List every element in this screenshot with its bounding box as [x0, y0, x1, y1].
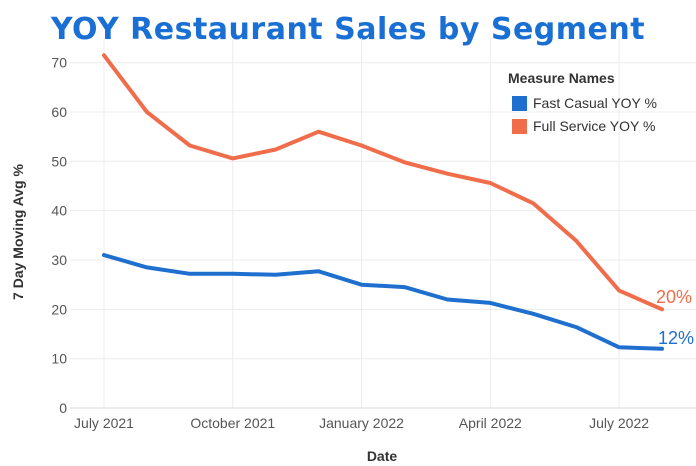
y-tick-label-30: 30: [51, 252, 67, 268]
y-tick-label-20: 20: [51, 301, 67, 317]
y-tick-label-70: 70: [51, 55, 67, 71]
series-line-0[interactable]: [102, 253, 664, 351]
data-point-0-7[interactable]: [402, 285, 406, 289]
y-tick-label-0: 0: [59, 400, 67, 416]
series-line-1[interactable]: [102, 53, 664, 312]
x-tick-label-3: April 2022: [459, 415, 522, 431]
y-tick-label-40: 40: [51, 203, 67, 219]
data-point-1-2[interactable]: [188, 144, 192, 148]
x-tick-label-2: January 2022: [319, 415, 404, 431]
legend-swatch-full-service[interactable]: [512, 119, 527, 134]
x-tick-label-1: October 2021: [190, 415, 275, 431]
data-point-1-1[interactable]: [145, 110, 149, 114]
data-point-0-10[interactable]: [531, 312, 535, 316]
data-point-0-3[interactable]: [231, 272, 235, 276]
y-axis-ticks: 0 10 20 30 40 50 60 70: [51, 55, 67, 416]
y-axis-label: 7 Day Moving Avg %: [10, 164, 26, 300]
data-point-0-1[interactable]: [145, 265, 149, 269]
data-point-0-5[interactable]: [317, 269, 321, 273]
legend-label-full-service[interactable]: Full Service YOY %: [533, 118, 655, 134]
data-point-1-5[interactable]: [317, 130, 321, 134]
data-point-0-11[interactable]: [574, 325, 578, 329]
data-point-0-4[interactable]: [274, 273, 278, 277]
legend-label-fast-casual[interactable]: Fast Casual YOY %: [533, 95, 657, 111]
data-point-1-3[interactable]: [231, 156, 235, 160]
x-tick-label-0: July 2021: [74, 415, 134, 431]
data-point-1-11[interactable]: [574, 239, 578, 243]
end-label-full-service: 20%: [656, 287, 692, 307]
legend-title: Measure Names: [508, 70, 615, 86]
legend[interactable]: Measure Names Fast Casual YOY % Full Ser…: [508, 70, 657, 134]
x-axis-ticks: July 2021 October 2021 January 2022 April 2…: [74, 415, 649, 431]
series-lines: [102, 53, 664, 351]
data-point-1-9[interactable]: [488, 181, 492, 185]
data-point-1-7[interactable]: [402, 160, 406, 164]
data-point-0-9[interactable]: [488, 301, 492, 305]
data-point-1-0[interactable]: [102, 53, 106, 57]
data-point-0-6[interactable]: [360, 283, 364, 287]
data-point-1-12[interactable]: [617, 289, 621, 293]
data-point-1-4[interactable]: [274, 147, 278, 151]
y-tick-label-60: 60: [51, 104, 67, 120]
x-axis-label: Date: [367, 448, 398, 464]
data-point-1-8[interactable]: [445, 172, 449, 176]
end-label-fast-casual: 12%: [658, 328, 694, 348]
data-point-1-6[interactable]: [360, 144, 364, 148]
y-tick-label-50: 50: [51, 153, 67, 169]
legend-swatch-fast-casual[interactable]: [512, 96, 527, 111]
data-point-0-0[interactable]: [102, 253, 106, 257]
data-point-1-13[interactable]: [660, 307, 664, 311]
y-tick-label-10: 10: [51, 351, 67, 367]
chart-title: YOY Restaurant Sales by Segment: [50, 12, 646, 47]
x-tick-label-4: July 2022: [589, 415, 649, 431]
gridlines: [70, 38, 696, 408]
data-point-0-8[interactable]: [445, 297, 449, 301]
data-point-0-2[interactable]: [188, 272, 192, 276]
data-point-1-10[interactable]: [531, 201, 535, 205]
data-point-0-12[interactable]: [617, 345, 621, 349]
